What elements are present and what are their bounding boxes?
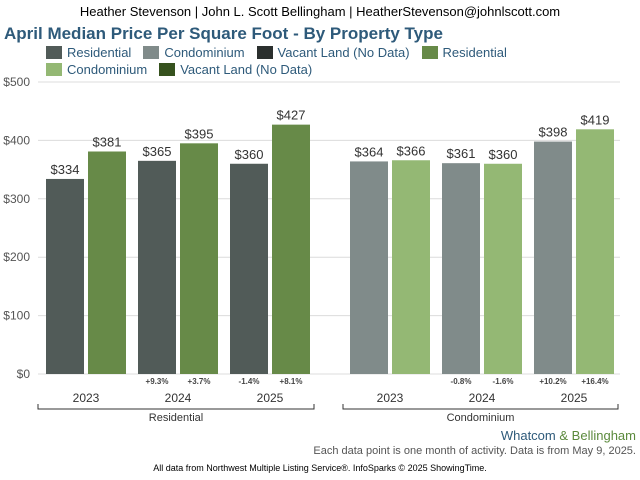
chart-title: April Median Price Per Square Foot - By … [4, 24, 443, 43]
legend-label: Residential [67, 45, 132, 60]
group-bracket [37, 404, 315, 410]
x-tick-label: 2023 [377, 391, 404, 405]
legend-swatch [46, 46, 62, 59]
legend-swatch [421, 46, 438, 59]
data-source: All data from Northwest Multiple Listing… [153, 463, 487, 473]
group-label: Residential [149, 412, 203, 424]
legend-label: Vacant Land (No Data) [277, 45, 410, 60]
bar-value-label: $360 [489, 147, 518, 162]
region-part1: Whatcom [500, 428, 556, 443]
bar-value-label: $360 [235, 147, 264, 162]
y-tick-label: $300 [3, 192, 30, 206]
change-label: -1.4% [239, 377, 260, 386]
legend-label: Vacant Land (No Data) [180, 62, 313, 77]
y-tick-label: $500 [3, 75, 30, 89]
legend-item: Vacant Land (No Data) [256, 44, 410, 61]
change-label: -1.6% [493, 377, 514, 386]
x-tick-label: 2024 [165, 391, 192, 405]
group-bracket [342, 404, 619, 410]
legend-label: Condominium [67, 62, 148, 77]
bar-value-label: $395 [185, 126, 214, 141]
y-tick-label: $100 [3, 309, 30, 323]
bar-value-label: $361 [447, 146, 476, 161]
legend-item: Residential [421, 44, 507, 61]
region-amp: & [559, 428, 569, 443]
bar-value-label: $334 [51, 162, 80, 177]
legend-item: Condominium [143, 44, 245, 61]
agent-header-text: Heather Stevenson | John L. Scott Bellin… [79, 3, 561, 19]
bar-value-label: $365 [143, 144, 172, 159]
bar-value-label: $427 [277, 108, 306, 123]
x-tick-label: 2025 [257, 391, 284, 405]
bar-value-label: $381 [93, 134, 122, 149]
bar-prev [138, 160, 176, 374]
region-label: Whatcom & Bellingham [501, 428, 636, 443]
legend-label: Residential [442, 45, 507, 60]
legend-label: Condominium [164, 45, 245, 60]
x-tick-label: 2023 [73, 391, 100, 405]
bar-prev [534, 141, 572, 374]
legend-swatch [256, 46, 273, 59]
bar-value-label: $419 [581, 112, 610, 127]
data-note: Each data point is one month of activity… [313, 445, 636, 457]
y-tick-label: $200 [3, 250, 30, 264]
bar-value-label: $398 [539, 125, 568, 140]
legend-swatch [46, 63, 62, 76]
bar-prev [442, 163, 480, 374]
change-label: -0.8% [451, 377, 472, 386]
bar-curr [392, 160, 430, 374]
group-label: Condominium [447, 412, 515, 424]
legend-swatch [159, 63, 176, 76]
legend-item: Vacant Land (No Data) [159, 61, 312, 78]
bar-curr [88, 151, 126, 374]
legend-swatch [143, 46, 160, 59]
chart-legend: Residential Condominium Vacant Land (No Da… [46, 44, 546, 78]
agent-header: Heather Stevenson | John L. Scott Bellin… [0, 0, 640, 22]
bar-curr [272, 124, 310, 374]
bar-chart: $0 $100 $200 $300 $400 $500 $334 $381 2023 $365 $3… [3, 75, 620, 424]
change-label: +3.7% [188, 377, 211, 386]
bar-value-label: $366 [397, 143, 426, 158]
y-tick-label: $0 [17, 367, 31, 381]
bar-curr [180, 143, 218, 374]
x-tick-label: 2025 [561, 391, 588, 405]
change-label: +16.4% [581, 377, 608, 386]
bar-prev [46, 178, 84, 374]
change-label: +8.1% [280, 377, 303, 386]
x-tick-label: 2024 [469, 391, 496, 405]
bar-prev [230, 163, 268, 374]
legend-item: Residential [46, 44, 131, 61]
y-tick-label: $400 [3, 133, 30, 147]
region-part2: Bellingham [571, 428, 636, 443]
bar-value-label: $364 [355, 144, 384, 159]
change-label: +9.3% [146, 377, 169, 386]
change-label: +10.2% [539, 377, 566, 386]
bar-curr [576, 129, 614, 374]
bar-curr [484, 163, 522, 374]
legend-item: Condominium [46, 61, 147, 78]
bar-prev [350, 161, 388, 374]
